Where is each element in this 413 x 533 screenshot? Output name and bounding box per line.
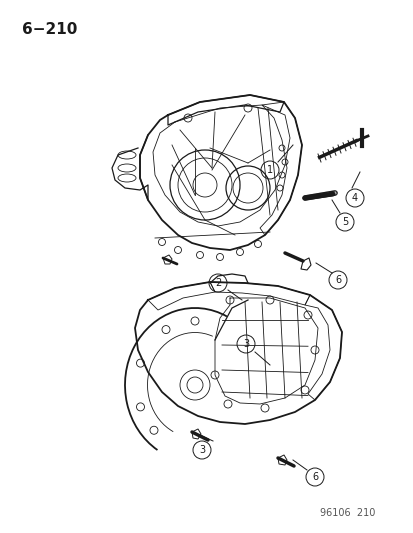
Text: 6: 6 (334, 275, 340, 285)
Text: 3: 3 (242, 339, 249, 349)
Text: 1: 1 (266, 165, 273, 175)
Text: 3: 3 (199, 445, 204, 455)
Text: 96106  210: 96106 210 (319, 508, 375, 518)
Text: 5: 5 (341, 217, 347, 227)
Text: 6−210: 6−210 (22, 22, 77, 37)
Text: 4: 4 (351, 193, 357, 203)
Text: 2: 2 (214, 278, 221, 288)
Text: 6: 6 (311, 472, 317, 482)
